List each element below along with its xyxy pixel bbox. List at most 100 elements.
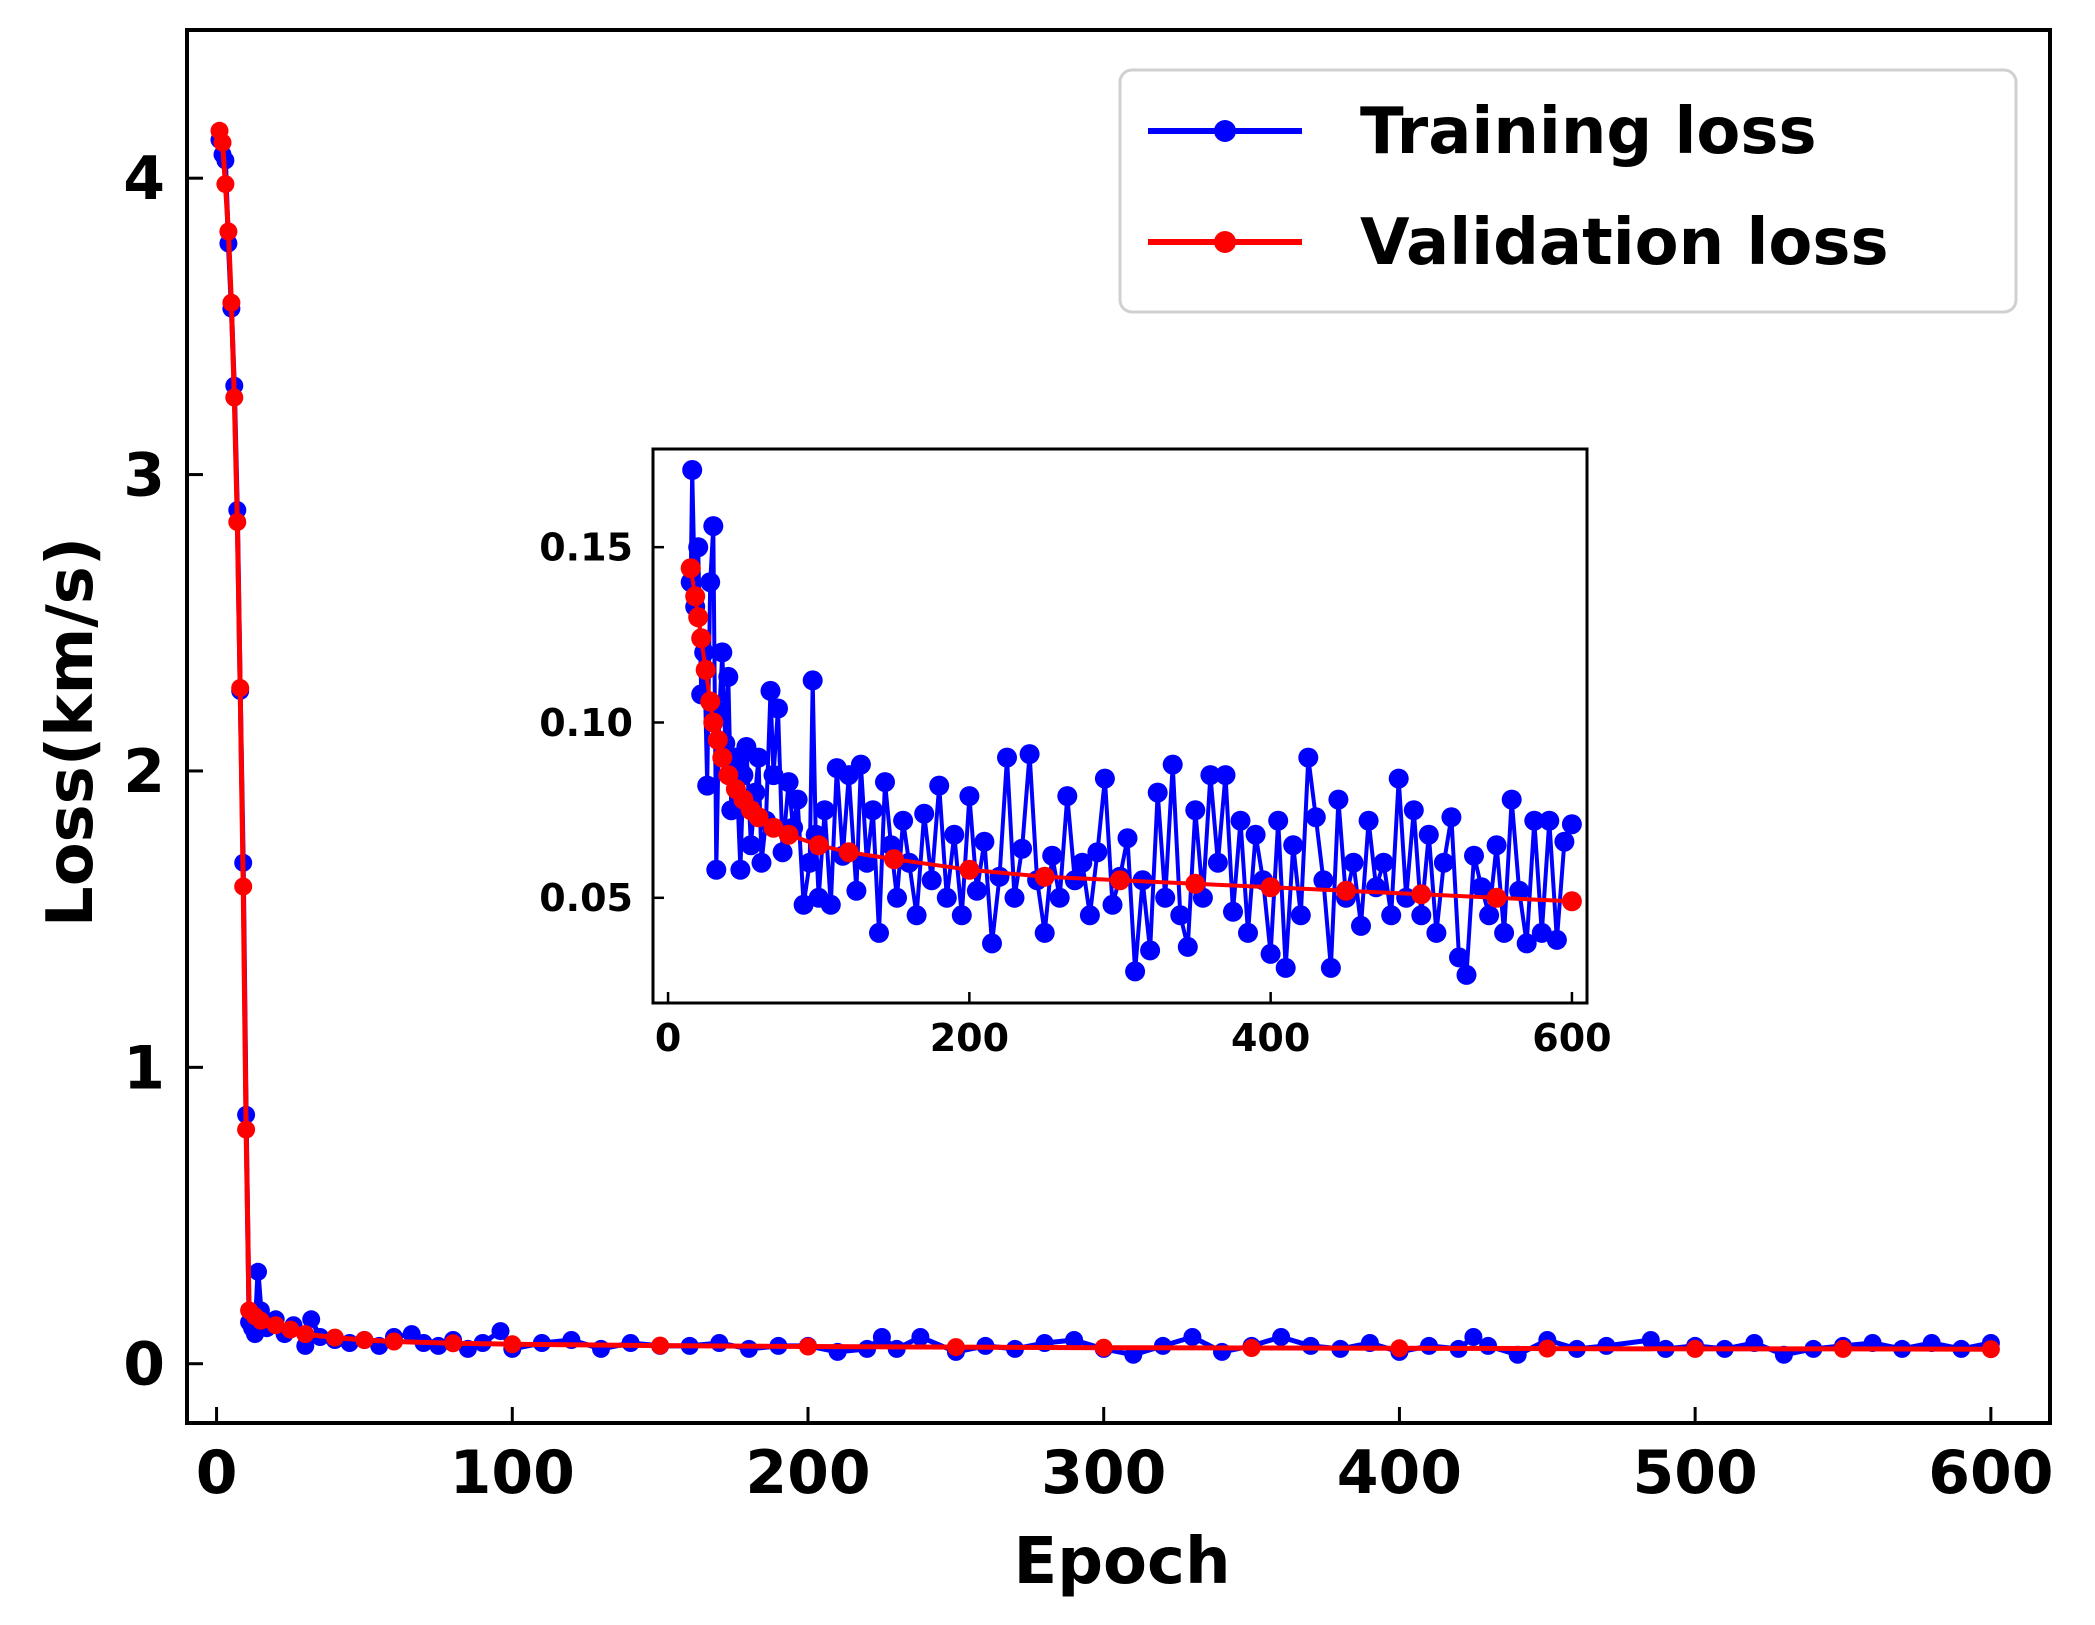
main-point-0-33: [491, 1322, 510, 1341]
inset-point-0-75: [1087, 842, 1108, 863]
inset-xtick-label-0: 0: [655, 1016, 681, 1060]
inset-point-1-14: [763, 817, 784, 838]
main-xtick-label-1: 100: [450, 1438, 575, 1508]
inset-point-0-99: [1268, 810, 1289, 831]
inset-point-0-32: [799, 852, 820, 873]
inset-point-0-100: [1275, 957, 1296, 978]
inset-point-0-21: [748, 747, 769, 768]
inset-point-0-103: [1298, 747, 1319, 768]
inset-point-0-49: [893, 810, 914, 831]
main-point-1-12: [251, 1311, 270, 1330]
main-series-1: [210, 121, 2000, 1359]
main-point-1-15: [296, 1325, 315, 1344]
inset-point-1-8: [712, 747, 733, 768]
main-point-1-13: [266, 1316, 285, 1335]
inset-point-0-91: [1207, 852, 1228, 873]
inset-point-0-24: [760, 680, 781, 701]
main-point-0-69: [1479, 1336, 1498, 1355]
main-point-0-41: [710, 1334, 729, 1352]
inset-point-0-105: [1313, 870, 1334, 891]
main-point-0-42: [739, 1339, 758, 1358]
legend-label-training: Training loss: [1360, 95, 1817, 169]
inset-point-1-4: [695, 659, 716, 680]
inset-point-0-124: [1456, 964, 1477, 985]
inset-point-0-135: [1539, 810, 1560, 831]
inset-point-0-76: [1094, 768, 1115, 789]
inset-point-0-83: [1147, 782, 1168, 803]
inset-point-0-137: [1554, 831, 1575, 852]
main-point-1-14: [281, 1320, 300, 1339]
inset-point-0-111: [1358, 810, 1379, 831]
main-point-1-9: [237, 1120, 256, 1139]
main-point-1-24: [1094, 1338, 1113, 1357]
y-axis-label: Loss(km/s): [34, 537, 108, 927]
inset-ytick-label-2: 0.15: [539, 525, 633, 569]
inset-point-0-117: [1403, 800, 1424, 821]
inset-point-0-37: [820, 894, 841, 915]
inset-point-0-11: [712, 642, 733, 663]
main-point-1-16: [325, 1328, 344, 1347]
main-point-1-30: [1981, 1340, 2000, 1359]
inset-point-0-134: [1531, 922, 1552, 943]
inset-point-0-59: [966, 880, 987, 901]
inset-point-1-13: [748, 807, 769, 828]
inset-point-0-136: [1546, 929, 1567, 950]
inset-xtick-label-1: 200: [930, 1016, 1009, 1060]
inset-x-ticks: 0 200 400 600: [655, 992, 1612, 1060]
inset-point-0-122: [1441, 807, 1462, 828]
inset-point-0-127: [1479, 905, 1500, 926]
main-point-1-20: [503, 1335, 522, 1354]
inset-point-0-101: [1283, 835, 1304, 856]
inset-point-0-92: [1215, 765, 1236, 786]
main-plot-frame: [185, 28, 2052, 1425]
inset-point-0-53: [921, 870, 942, 891]
inset-point-0-13: [718, 666, 739, 687]
main-point-1-4: [222, 293, 241, 312]
main-point-1-29: [1834, 1339, 1852, 1358]
main-point-1-5: [225, 388, 244, 407]
inset-point-0-27: [772, 842, 793, 863]
inset-point-0-72: [1064, 870, 1085, 891]
inset-point-0-1: [682, 460, 703, 480]
main-point-1-18: [385, 1332, 403, 1351]
inset-point-0-77: [1102, 894, 1123, 915]
inset-point-0-41: [846, 880, 867, 901]
main-point-1-25: [1242, 1339, 1261, 1357]
inset-point-0-74: [1079, 905, 1100, 926]
main-point-1-8: [234, 877, 253, 896]
main-point-1-7: [231, 679, 250, 697]
inset-point-0-56: [944, 824, 965, 845]
main-y-ticks: 0 1 2 3 4: [123, 144, 203, 1400]
main-ytick-label-4: 4: [123, 144, 165, 214]
inset-point-0-90: [1200, 765, 1221, 786]
inset-point-0-129: [1494, 922, 1515, 943]
inset-point-0-46: [875, 772, 895, 793]
inset-point-0-87: [1177, 936, 1198, 957]
inset-point-0-102: [1290, 905, 1311, 926]
inset-point-1-26: [1486, 887, 1507, 908]
inset-point-0-64: [1004, 887, 1025, 908]
inset-point-1-27: [1561, 891, 1582, 912]
main-point-1-27: [1538, 1339, 1557, 1358]
inset-point-0-98: [1260, 943, 1281, 964]
inset-point-0-30: [787, 789, 808, 810]
inset-point-1-17: [838, 842, 859, 863]
main-point-0-47: [872, 1328, 891, 1346]
inset-point-0-73: [1072, 852, 1093, 873]
inset-point-1-21: [1110, 870, 1130, 891]
main-point-0-58: [1183, 1328, 1202, 1346]
inset-point-0-85: [1162, 754, 1183, 775]
inset-point-1-23: [1260, 877, 1281, 898]
inset-point-0-54: [929, 775, 950, 796]
legend: Training loss Validation loss: [1118, 68, 2018, 314]
main-point-1-28: [1686, 1339, 1705, 1358]
inset-point-1-2: [688, 607, 709, 628]
main-point-0-56: [1124, 1345, 1143, 1364]
inset-point-0-52: [914, 803, 935, 824]
main-point-1-22: [799, 1337, 817, 1356]
inset-series-1: [680, 558, 1582, 912]
inset-point-0-138: [1561, 814, 1582, 835]
inset-point-0-126: [1471, 877, 1492, 898]
inset-point-1-5: [700, 691, 721, 712]
inset-point-0-115: [1388, 768, 1409, 789]
